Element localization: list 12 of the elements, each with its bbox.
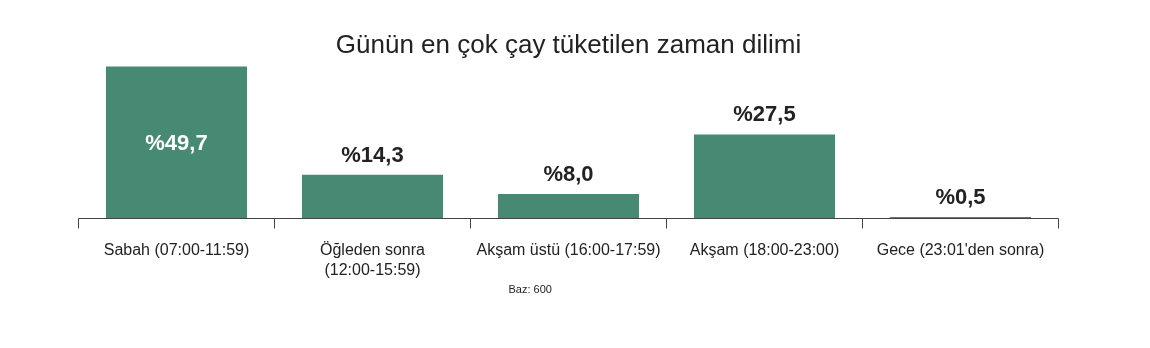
x-tick-label: Sabah (07:00-11:59) xyxy=(103,240,250,258)
x-tick-label: Akşam üstü (16:00-17:59) xyxy=(476,240,661,258)
data-label: %27,5 xyxy=(733,101,796,127)
data-label: %49,7 xyxy=(145,130,208,156)
x-tick-label: Öğleden sonra (12:00-15:59) xyxy=(320,240,426,278)
x-tick-label: Akşam (18:00-23:00) xyxy=(689,240,840,258)
text: Baz: 600 xyxy=(508,282,552,295)
data-label: %8,0 xyxy=(543,161,594,187)
x-tick-label: Gece (23:01'den sonra) xyxy=(876,240,1045,258)
data-label: %0,5 xyxy=(935,183,986,209)
data-label: %14,3 xyxy=(341,141,404,167)
chart-title: Günün en çok çay tüketilen zaman dilimi xyxy=(335,28,802,59)
